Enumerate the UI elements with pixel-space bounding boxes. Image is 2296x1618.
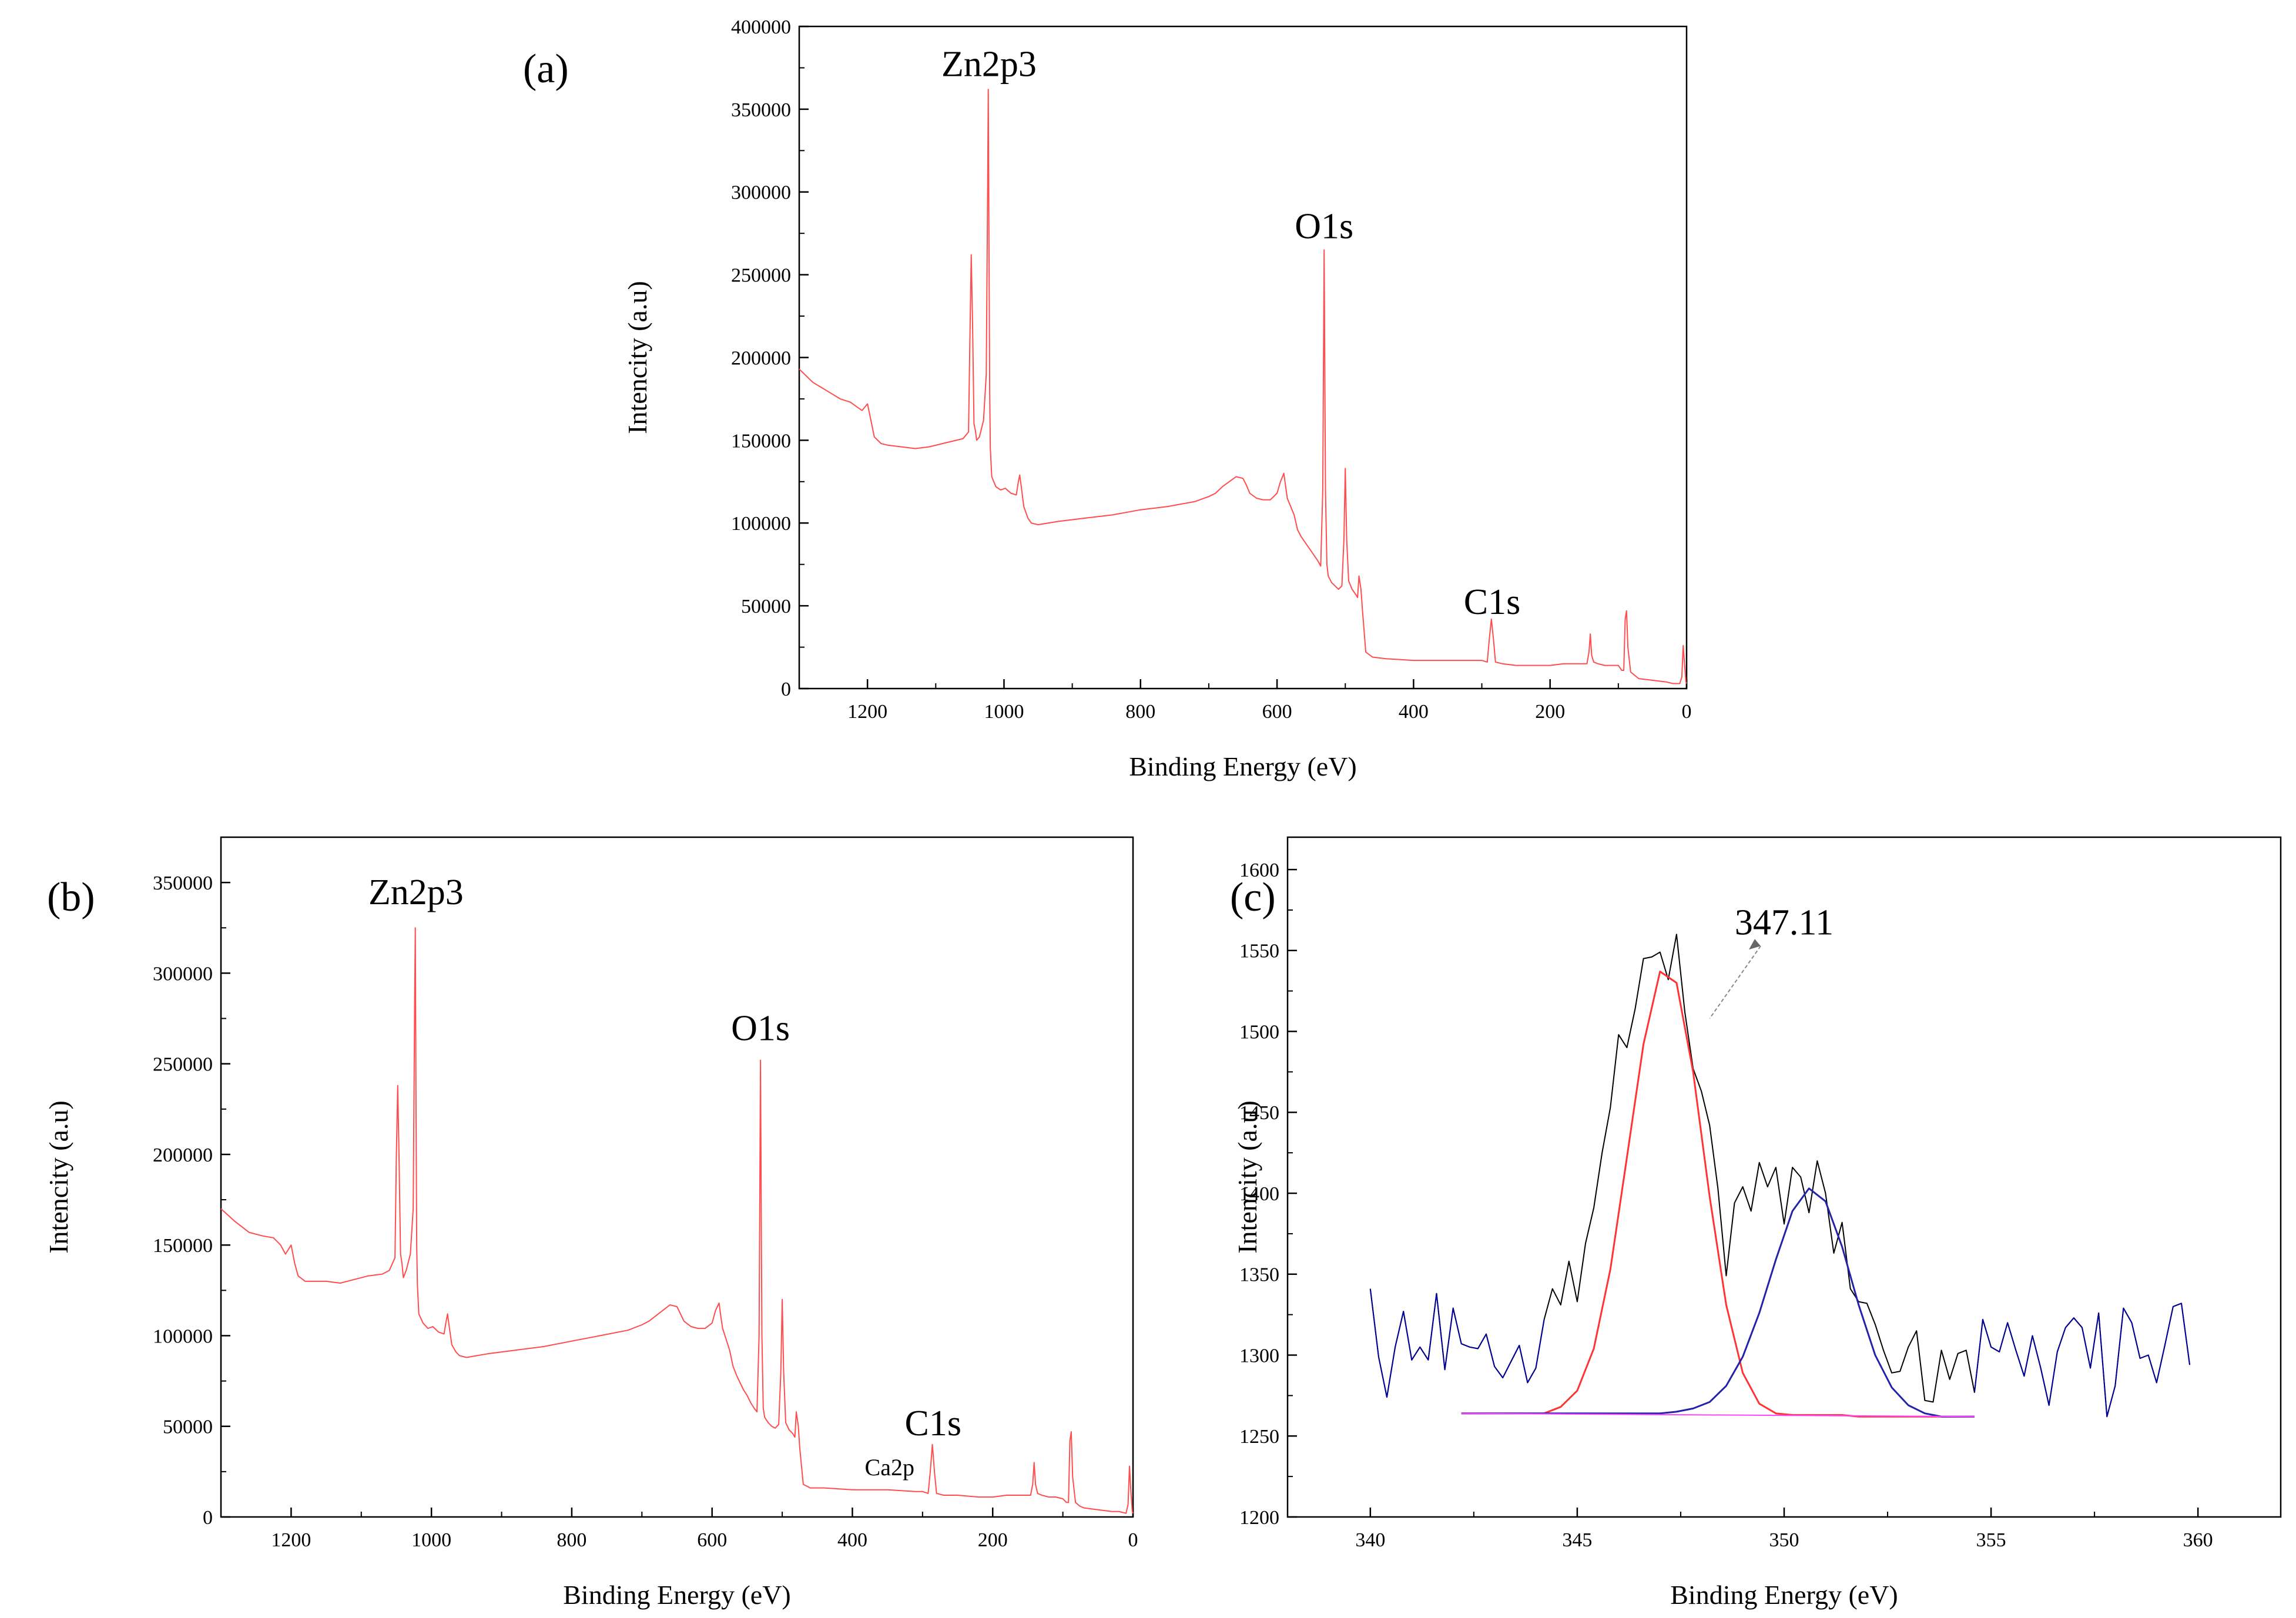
chart-panel-b: 0 50000 100000 150000 200000 250000 300000 3500…: [43, 836, 1138, 1610]
y-tick-label: 300000: [731, 182, 791, 204]
series-line-background-noise-right: [1973, 1303, 2191, 1418]
x-tick-label: 600: [1262, 701, 1292, 723]
peak-label-ca2p: Ca2p: [865, 1454, 914, 1481]
series-line-raw: [1369, 934, 2191, 1418]
panel-label: (c): [1230, 875, 1276, 920]
y-tick-label: 250000: [153, 1054, 213, 1076]
x-tick-label: 400: [837, 1529, 867, 1551]
y-tick-label: 400000: [731, 16, 791, 38]
y-tick-label: 100000: [153, 1325, 213, 1347]
peak-label-c1s: C1s: [905, 1404, 961, 1444]
y-axis-label: Intencity (a.u): [622, 281, 652, 434]
x-tick-label: 600: [697, 1529, 727, 1551]
x-tick-label: 1000: [411, 1529, 451, 1551]
y-tick-label: 350000: [153, 872, 213, 894]
peak-label-o1s: O1s: [731, 1009, 790, 1049]
x-tick-label: 1200: [847, 701, 887, 723]
y-tick-label: 100000: [731, 513, 791, 535]
series-line-baseline: [1461, 1412, 1975, 1418]
y-tick-label: 1550: [1239, 941, 1279, 962]
y-tick-label: 1400: [1239, 1183, 1279, 1205]
plot-frame: [220, 836, 1134, 1518]
plot-frame: [798, 25, 1688, 690]
x-tick-label: 200: [978, 1529, 1008, 1551]
y-tick-label: 200000: [731, 347, 791, 369]
x-tick-label: 400: [1399, 701, 1429, 723]
annotation-arrowhead: [1749, 939, 1761, 950]
y-axis-label: Intencity (a.u): [43, 1100, 73, 1254]
y-tick-label: 50000: [741, 596, 791, 617]
y-tick-label: 250000: [731, 265, 791, 287]
y-tick-label: 1450: [1239, 1102, 1279, 1124]
chart-panel-c: 1200 1250 1300 1350 1400 1450 1500 1550 1600 340 3…: [1230, 836, 2282, 1610]
y-tick-label: 350000: [731, 99, 791, 121]
y-tick-label: 1500: [1239, 1021, 1279, 1043]
y-tick-label: 300000: [153, 963, 213, 985]
x-tick-label: 345: [1562, 1529, 1592, 1551]
peak-label-347-11: 347.11: [1735, 902, 1834, 942]
series-line-fit-peak-2: [1461, 1187, 1975, 1418]
panel-label: (b): [47, 875, 95, 920]
peak-label-zn2p3: Zn2p3: [941, 45, 1037, 85]
x-tick-label: 1200: [271, 1529, 311, 1551]
x-tick-label: 0: [1682, 701, 1692, 723]
x-tick-label: 360: [2183, 1529, 2213, 1551]
x-tick-label: 200: [1535, 701, 1565, 723]
x-axis-label: Binding Energy (eV): [563, 1580, 791, 1610]
series-line-survey: [799, 89, 1687, 684]
x-axis-label: Binding Energy (eV): [1129, 751, 1357, 781]
x-tick-label: 800: [1125, 701, 1155, 723]
x-tick-label: 350: [1769, 1529, 1799, 1551]
peak-label-o1s: O1s: [1295, 207, 1353, 247]
x-tick-label: 0: [1128, 1529, 1138, 1551]
panel-label: (a): [523, 46, 569, 92]
y-tick-label: 1200: [1239, 1507, 1279, 1529]
x-tick-label: 1000: [984, 701, 1024, 723]
y-tick-label: 1600: [1239, 860, 1279, 881]
y-tick-label: 50000: [163, 1416, 213, 1438]
annotation-arrow: [1709, 945, 1761, 1019]
x-tick-label: 340: [1355, 1529, 1385, 1551]
y-axis-label: Intencity (a.u): [1232, 1100, 1262, 1254]
y-tick-label: 200000: [153, 1144, 213, 1166]
x-axis-label: Binding Energy (eV): [1670, 1580, 1898, 1610]
series-line-survey: [220, 927, 1134, 1514]
y-tick-label: 1350: [1239, 1264, 1279, 1286]
y-tick-label: 0: [781, 679, 791, 700]
series-line-background-noise-left: [1369, 1288, 1545, 1398]
peak-label-c1s: C1s: [1464, 582, 1520, 622]
y-tick-label: 1300: [1239, 1345, 1279, 1367]
x-tick-label: 355: [1976, 1529, 2006, 1551]
peak-label-zn2p3: Zn2p3: [368, 872, 464, 912]
x-tick-label: 800: [557, 1529, 586, 1551]
y-tick-label: 150000: [731, 430, 791, 452]
y-tick-label: 1250: [1239, 1426, 1279, 1448]
chart-panel-a: 0 50000 100000 150000 200000 250000 300000 3500…: [523, 16, 1692, 781]
y-tick-label: 150000: [153, 1235, 213, 1257]
y-tick-label: 0: [203, 1507, 213, 1529]
